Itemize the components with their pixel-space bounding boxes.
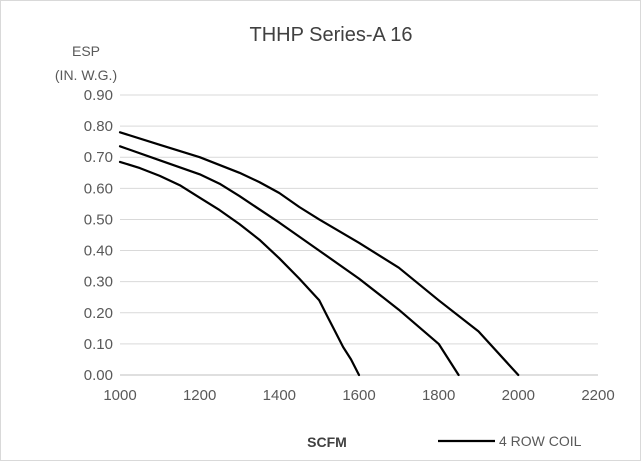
chart-title: THHP Series-A 16 (249, 24, 412, 46)
x-tick-label: 1600 (342, 387, 375, 404)
x-tick-label: 2000 (502, 387, 535, 404)
x-tick-label: 1800 (422, 387, 455, 404)
series-line-2 (118, 145, 460, 377)
x-tick-label: 1000 (103, 387, 136, 404)
y-tick-label: 0.90 (84, 87, 113, 104)
legend-entry-label: 4 ROW COIL (499, 433, 582, 449)
y-tick-label: 0.20 (84, 305, 113, 322)
x-tick-label: 1200 (183, 387, 216, 404)
y-tick-label: 0.40 (84, 243, 113, 260)
y-tick-labels: 0.00 0.10 0.20 0.30 0.40 0.50 0.60 0.70 0.80 0.90 (84, 87, 113, 384)
y-tick-label: 0.30 (84, 274, 113, 291)
x-tick-label: 2200 (581, 387, 614, 404)
y-tick-label: 0.00 (84, 367, 113, 384)
y-tick-label: 0.50 (84, 211, 113, 228)
x-tick-labels: 1000 1200 1400 1600 1800 2000 2200 (103, 387, 614, 404)
series-line-1 (118, 160, 361, 377)
x-tick-label: 1400 (263, 387, 296, 404)
y-tick-label: 0.70 (84, 149, 113, 166)
series-line-3 (118, 131, 520, 377)
y-axis-label-line2: (IN. W.G.) (55, 67, 117, 83)
y-tick-label: 0.10 (84, 336, 113, 353)
x-axis-label: SCFM (307, 434, 347, 450)
y-axis-label-line1: ESP (72, 43, 100, 59)
y-tick-label: 0.80 (84, 118, 113, 135)
y-tick-label: 0.60 (84, 180, 113, 197)
series-lines (118, 131, 520, 377)
gridlines (120, 94, 598, 376)
